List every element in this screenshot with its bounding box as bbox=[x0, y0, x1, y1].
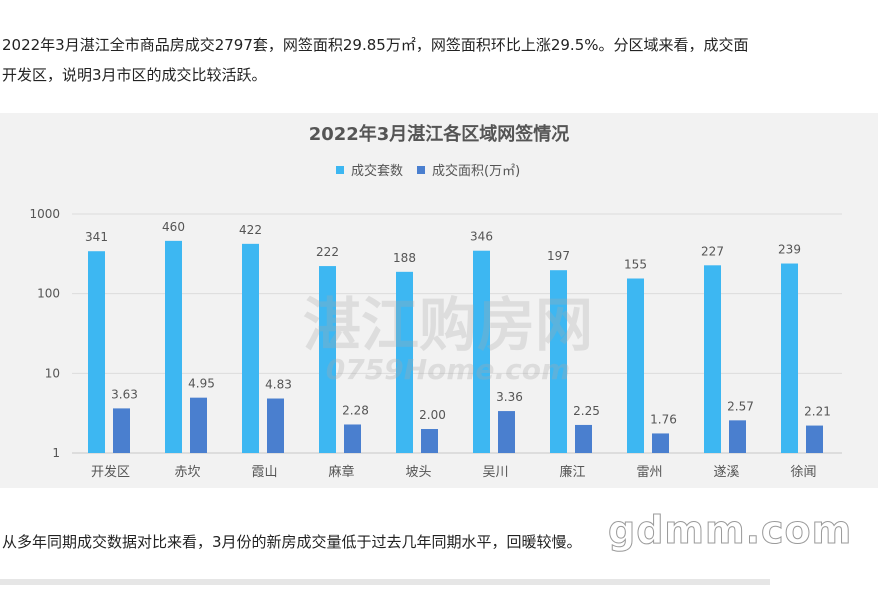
data-label: 341 bbox=[85, 230, 108, 244]
legend-swatch bbox=[336, 166, 344, 174]
data-label: 3.63 bbox=[111, 387, 138, 401]
chart-panel: 2022年3月湛江各区域网签情况成交套数 成交面积(万㎡) 1 10 100 1000 34… bbox=[0, 113, 878, 488]
legend-swatch bbox=[417, 166, 425, 174]
data-label: 422 bbox=[239, 223, 262, 237]
x-tick-label: 霞山 bbox=[251, 465, 277, 480]
x-tick-label: 坡头 bbox=[405, 465, 431, 480]
data-label: 2.28 bbox=[342, 403, 369, 417]
data-label: 3.36 bbox=[496, 390, 523, 404]
legend-label: 成交套数 bbox=[351, 163, 403, 179]
bar bbox=[190, 397, 207, 453]
data-label: 227 bbox=[701, 244, 724, 258]
x-tick-label: 吴川 bbox=[482, 465, 508, 480]
chart-watermark-en: 0759Home.com bbox=[326, 353, 570, 386]
bar bbox=[627, 278, 644, 453]
y-tick-label: 1000 bbox=[29, 207, 60, 221]
chart-title: 2022年3月湛江各区域网签情况 bbox=[309, 123, 570, 145]
data-label: 2.21 bbox=[804, 405, 831, 419]
bar bbox=[165, 240, 182, 453]
data-label: 460 bbox=[162, 220, 185, 234]
article-paragraph-line-1: 2022年3月湛江全市商品房成交2797套，网签面积29.85万㎡，网签面积环比… bbox=[2, 36, 749, 54]
data-label: 2.00 bbox=[419, 408, 446, 422]
bar bbox=[550, 270, 567, 453]
bar bbox=[473, 250, 490, 453]
data-label: 188 bbox=[393, 251, 416, 265]
y-tick-label: 100 bbox=[37, 287, 60, 301]
y-tick-label: 10 bbox=[45, 366, 60, 380]
x-tick-label: 开发区 bbox=[91, 464, 130, 480]
bar bbox=[396, 271, 413, 453]
bar bbox=[652, 433, 669, 453]
data-label: 4.83 bbox=[265, 378, 292, 392]
legend-label: 成交面积(万㎡) bbox=[432, 163, 520, 179]
bar bbox=[421, 429, 438, 453]
x-tick-label: 徐闻 bbox=[790, 465, 816, 480]
x-tick-label: 廉江 bbox=[559, 464, 585, 480]
x-tick-label: 麻章 bbox=[328, 464, 354, 480]
y-tick-label: 1 bbox=[52, 446, 60, 460]
data-label: 239 bbox=[778, 243, 801, 257]
bar bbox=[319, 266, 336, 453]
bar bbox=[267, 398, 284, 453]
x-tick-label: 赤坎 bbox=[174, 465, 200, 480]
data-label: 222 bbox=[316, 245, 339, 259]
bar bbox=[88, 251, 105, 453]
divider bbox=[0, 579, 770, 585]
article-paragraph-2: 从多年同期成交数据对比来看，3月份的新房成交量低于过去几年同期水平，回暖较慢。 bbox=[2, 533, 582, 551]
data-label: 2.57 bbox=[727, 399, 754, 413]
data-label: 155 bbox=[624, 258, 647, 272]
bar bbox=[729, 420, 746, 453]
article-paragraph-line-2: 开发区，说明3月市区的成交比较活跃。 bbox=[2, 66, 267, 84]
data-label: 2.25 bbox=[573, 404, 600, 418]
data-label: 1.76 bbox=[650, 412, 677, 426]
site-watermark: gdmm.com bbox=[607, 508, 853, 553]
data-label: 346 bbox=[470, 230, 493, 244]
x-tick-label: 雷州 bbox=[636, 465, 662, 480]
data-label: 4.95 bbox=[188, 377, 215, 391]
bar bbox=[242, 243, 259, 453]
bar bbox=[344, 424, 361, 453]
chart-watermark-cn: 湛江购房网 bbox=[303, 291, 593, 359]
bar bbox=[575, 424, 592, 453]
bar bbox=[806, 425, 823, 453]
data-label: 197 bbox=[547, 249, 570, 263]
bar bbox=[704, 265, 721, 453]
x-tick-label: 遂溪 bbox=[713, 465, 739, 480]
bar bbox=[113, 408, 130, 453]
bar bbox=[781, 263, 798, 453]
bar bbox=[498, 411, 515, 453]
